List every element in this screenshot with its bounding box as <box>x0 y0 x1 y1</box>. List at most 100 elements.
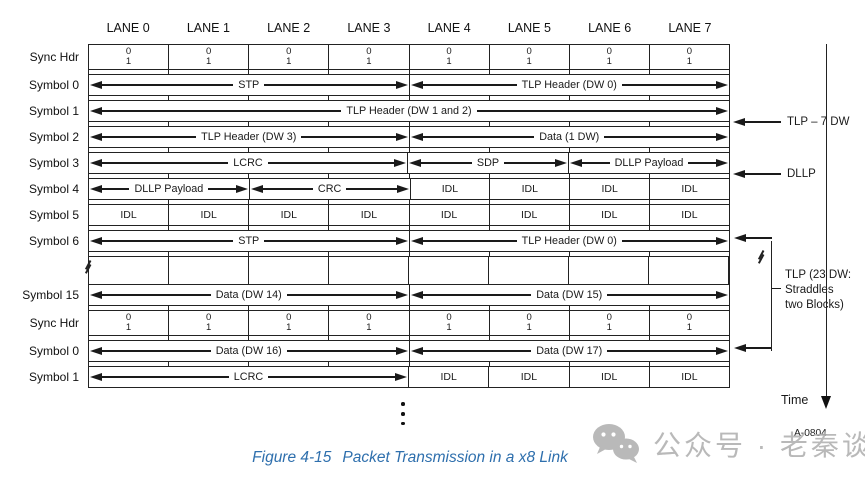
sync-bit-top: 0 <box>606 311 612 323</box>
idl-cell: IDL <box>408 367 488 387</box>
row-label: Sync Hdr <box>29 316 79 330</box>
idl-cell: IDL <box>649 179 729 199</box>
table-row: Symbol 0 Data (DW 16) Data (DW 17) <box>0 340 730 362</box>
right-arrowhead-icon <box>716 347 728 355</box>
annotation-label: DLLP <box>787 168 816 180</box>
sync-bit-bottom: 1 <box>446 322 452 333</box>
row-body: IDL IDL IDL IDL IDL IDL IDL IDL <box>88 204 730 226</box>
figure-code: A-0804 <box>794 428 827 439</box>
idl-cell: IDL <box>168 205 248 225</box>
sync-bit-bottom: 1 <box>606 56 612 67</box>
divider-row <box>0 226 730 230</box>
row-label: Symbol 3 <box>28 156 79 170</box>
left-arrowhead-icon <box>570 159 582 167</box>
span-arrow: SDP <box>407 153 568 173</box>
lane-header-cell: LANE 4 <box>427 21 471 35</box>
sync-bit-top: 0 <box>206 45 212 57</box>
right-arrowhead-icon <box>555 159 568 167</box>
sync-bit-top: 0 <box>125 311 132 323</box>
divider-row <box>0 148 730 152</box>
row-label: Symbol 4 <box>28 182 79 196</box>
span-label: TLP Header (DW 0) <box>521 79 617 91</box>
left-arrowhead-icon <box>90 159 102 167</box>
annotation-label: TLP – 7 DW <box>787 116 850 128</box>
lane-header-cell: LANE 0 <box>106 21 150 35</box>
time-label: Time <box>781 393 809 407</box>
table-row: Symbol 4 DLLP Payload CRC IDL IDL IDL ID… <box>0 178 730 200</box>
span-arrow: TLP Header (DW 0) <box>408 75 730 95</box>
sync-bit-bottom: 1 <box>366 56 372 67</box>
row-body <box>84 256 730 284</box>
right-arrowhead-icon <box>396 185 409 193</box>
left-arrowhead-icon <box>90 107 102 115</box>
span-arrow: Data (DW 14) <box>89 285 409 305</box>
idl-cell: IDL <box>328 205 408 225</box>
right-arrowhead-icon <box>395 373 407 381</box>
sync-bit-top: 0 <box>286 311 292 323</box>
row-body: DLLP Payload CRC IDL IDL IDL IDL <box>88 178 730 200</box>
span-label: Data (1 DW) <box>539 131 600 143</box>
wechat-icon <box>593 424 639 463</box>
divider-row <box>0 306 730 310</box>
table-row: Symbol 15 Data (DW 14) Data (DW 15) <box>0 284 730 306</box>
span-label: SDP <box>476 157 500 169</box>
row-label: Symbol 1 <box>28 370 79 384</box>
sync-bit-bottom: 1 <box>286 56 292 67</box>
divider-row <box>0 174 730 178</box>
sync-bit-bottom: 1 <box>606 322 612 333</box>
idl-cell: IDL <box>648 367 729 387</box>
gap-row <box>0 256 730 284</box>
sync-bit-bottom: 1 <box>366 322 372 333</box>
divider-row <box>0 70 730 74</box>
left-arrowhead-icon <box>90 347 102 355</box>
row-body: LCRC IDL IDL IDL IDL <box>88 366 730 388</box>
sync-bit-top: 0 <box>686 45 693 57</box>
idl-cell: IDL <box>120 209 137 221</box>
span-label: Data (DW 17) <box>536 345 603 357</box>
sync-bit-top: 0 <box>286 45 292 57</box>
row-label: Symbol 6 <box>28 234 79 248</box>
right-arrowhead-icon <box>395 81 408 89</box>
lane-header-cell: LANE 5 <box>507 21 551 35</box>
row-body: Data (DW 16) Data (DW 17) <box>88 340 730 362</box>
idl-cell: IDL <box>569 179 649 199</box>
left-arrowhead-icon <box>734 234 746 242</box>
row-label: Symbol 2 <box>28 130 79 144</box>
sync-bit-top: 0 <box>366 45 372 57</box>
vertical-ellipsis-icon <box>401 399 405 429</box>
row-body: STP TLP Header (DW 0) <box>88 74 730 96</box>
left-arrowhead-icon <box>250 185 263 193</box>
sync-bit-bottom: 1 <box>526 322 532 333</box>
right-arrowhead-icon <box>716 107 728 115</box>
straddle-label-line: TLP (23 DW: <box>785 269 852 281</box>
table-row: Symbol 6 STP TLP Header (DW 0) <box>0 230 730 252</box>
row-body: LCRC SDP DLLP Payload <box>88 152 730 174</box>
row-label: Symbol 0 <box>28 78 79 92</box>
divider-row <box>0 96 730 100</box>
left-arrowhead-icon <box>733 118 745 126</box>
span-label: Data (DW 16) <box>215 345 282 357</box>
right-arrowhead-icon <box>394 159 406 167</box>
sync-bit-top: 0 <box>526 45 532 57</box>
straddle-label-line: Straddles <box>785 284 834 296</box>
row-label: Sync Hdr <box>29 50 79 64</box>
row-body: Data (DW 14) Data (DW 15) <box>88 284 730 306</box>
left-arrowhead-icon <box>410 133 423 141</box>
divider-row <box>0 252 730 256</box>
sync-bit-bottom: 1 <box>206 56 212 67</box>
row-label: Symbol 0 <box>28 344 79 358</box>
figure-caption: Figure 4-15 Packet Transmission in a x8 L… <box>0 449 820 467</box>
span-arrow: Data (DW 17) <box>408 341 730 361</box>
